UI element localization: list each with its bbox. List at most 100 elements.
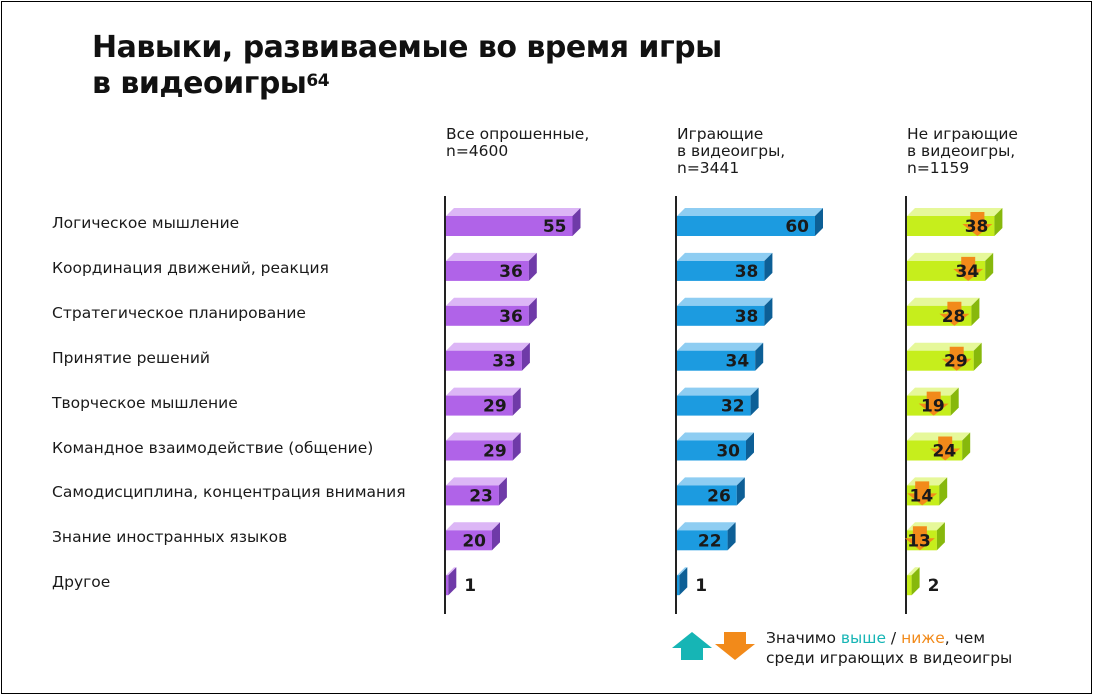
bar	[446, 350, 522, 371]
category-label: Командное взаимодействие (общение)	[52, 438, 374, 457]
lower-arrow	[930, 436, 961, 461]
bar	[446, 305, 529, 326]
bar-side	[936, 522, 945, 551]
bar-top	[446, 342, 530, 351]
bar-side	[736, 477, 745, 506]
data-label: 20	[462, 531, 486, 551]
bar-top	[907, 297, 980, 306]
category-label: Логическое мышление	[52, 214, 240, 232]
bar-top	[677, 567, 688, 576]
data-label: 55	[543, 217, 567, 237]
legend-text-before: Значимо	[766, 629, 841, 647]
legend-down-arrow	[715, 632, 755, 660]
category-label: Знание иностранных языков	[52, 528, 288, 547]
lower-arrow	[918, 391, 949, 416]
bar	[677, 395, 751, 416]
bar	[677, 216, 815, 236]
bar-top	[677, 252, 773, 261]
data-label: 1	[695, 576, 707, 596]
bar-side	[764, 252, 773, 281]
bar	[677, 530, 728, 551]
category-label: Творческое мышление	[52, 393, 238, 412]
bar-side	[755, 342, 764, 371]
bar-side	[528, 297, 537, 326]
data-label: 38	[735, 262, 759, 282]
bar-side	[727, 522, 736, 551]
data-label: 22	[698, 531, 722, 551]
title-line-1: Навыки, развиваемые во время игры	[92, 30, 722, 65]
data-label: 38	[965, 217, 989, 237]
bar-side	[512, 387, 521, 416]
bar-side	[492, 522, 500, 551]
category-label: Самодисциплина, концентрация внимания	[52, 483, 406, 502]
bar-side	[746, 432, 754, 461]
legend-down-word: ниже	[901, 629, 945, 647]
data-label: 26	[707, 486, 731, 506]
bar-side	[528, 252, 537, 281]
bar	[446, 485, 499, 506]
lower-arrow	[907, 481, 938, 506]
column-header-players: Играющие в видеоигры, n=3441	[677, 125, 786, 177]
data-label: 36	[499, 307, 523, 327]
bar-side	[572, 208, 581, 236]
bar	[446, 216, 573, 236]
data-label: 2	[928, 576, 940, 596]
bar-side	[962, 432, 971, 461]
bar-side	[764, 297, 773, 326]
bar-top	[907, 252, 994, 261]
bar-side	[985, 252, 994, 281]
bar	[907, 575, 912, 596]
bar-side	[950, 387, 959, 416]
data-label: 60	[785, 217, 809, 237]
data-label: 34	[726, 352, 750, 372]
data-label: 33	[492, 352, 516, 372]
bar-side	[911, 567, 920, 596]
data-label: 23	[469, 486, 493, 506]
bar-top	[907, 567, 920, 576]
bar	[677, 485, 737, 506]
bar-side	[994, 208, 1003, 236]
column-header-all: Все опрошенные, n=4600	[446, 125, 590, 160]
chart-title: Навыки, развиваемые во время игры в виде…	[92, 30, 722, 102]
bar-top	[907, 342, 982, 351]
data-label: 38	[735, 307, 759, 327]
bar-side	[498, 477, 507, 506]
legend-line-2: среди играющих в видеоигры	[766, 649, 1013, 667]
bar-top	[677, 208, 823, 216]
lower-arrow	[904, 526, 935, 551]
data-label: 30	[716, 442, 740, 462]
bar-top	[446, 208, 581, 216]
bar-top	[446, 477, 507, 486]
title-line-2: в видеоигры64	[92, 66, 722, 102]
bar	[446, 260, 529, 281]
category-label: Стратегическое планирование	[52, 303, 306, 322]
bar	[677, 440, 746, 461]
data-label: 29	[483, 442, 507, 462]
bar-top	[446, 252, 537, 261]
bar-side	[939, 477, 948, 506]
bar	[677, 575, 680, 596]
data-label: 14	[910, 486, 934, 506]
legend-separator: /	[886, 629, 902, 647]
bar-side	[679, 567, 688, 596]
legend-text: Значимо выше / ниже, чем среди играющих …	[766, 628, 1012, 668]
bar-side	[512, 432, 521, 461]
data-label: 32	[721, 397, 745, 417]
lower-arrow	[939, 301, 970, 326]
bar-top	[446, 567, 457, 576]
category-label: Другое	[52, 573, 111, 592]
data-label: 24	[933, 442, 957, 462]
title-footnote: 64	[306, 71, 330, 91]
bar-top	[677, 432, 754, 441]
data-label: 1	[464, 576, 476, 596]
bar-top	[677, 297, 773, 306]
bar-top	[446, 432, 521, 441]
lower-arrow	[962, 212, 993, 236]
bar-top	[677, 522, 736, 531]
bar-side	[448, 567, 457, 596]
data-label: 28	[942, 307, 966, 327]
bar	[677, 260, 765, 281]
lower-arrow	[941, 346, 972, 371]
data-label: 29	[483, 397, 507, 417]
